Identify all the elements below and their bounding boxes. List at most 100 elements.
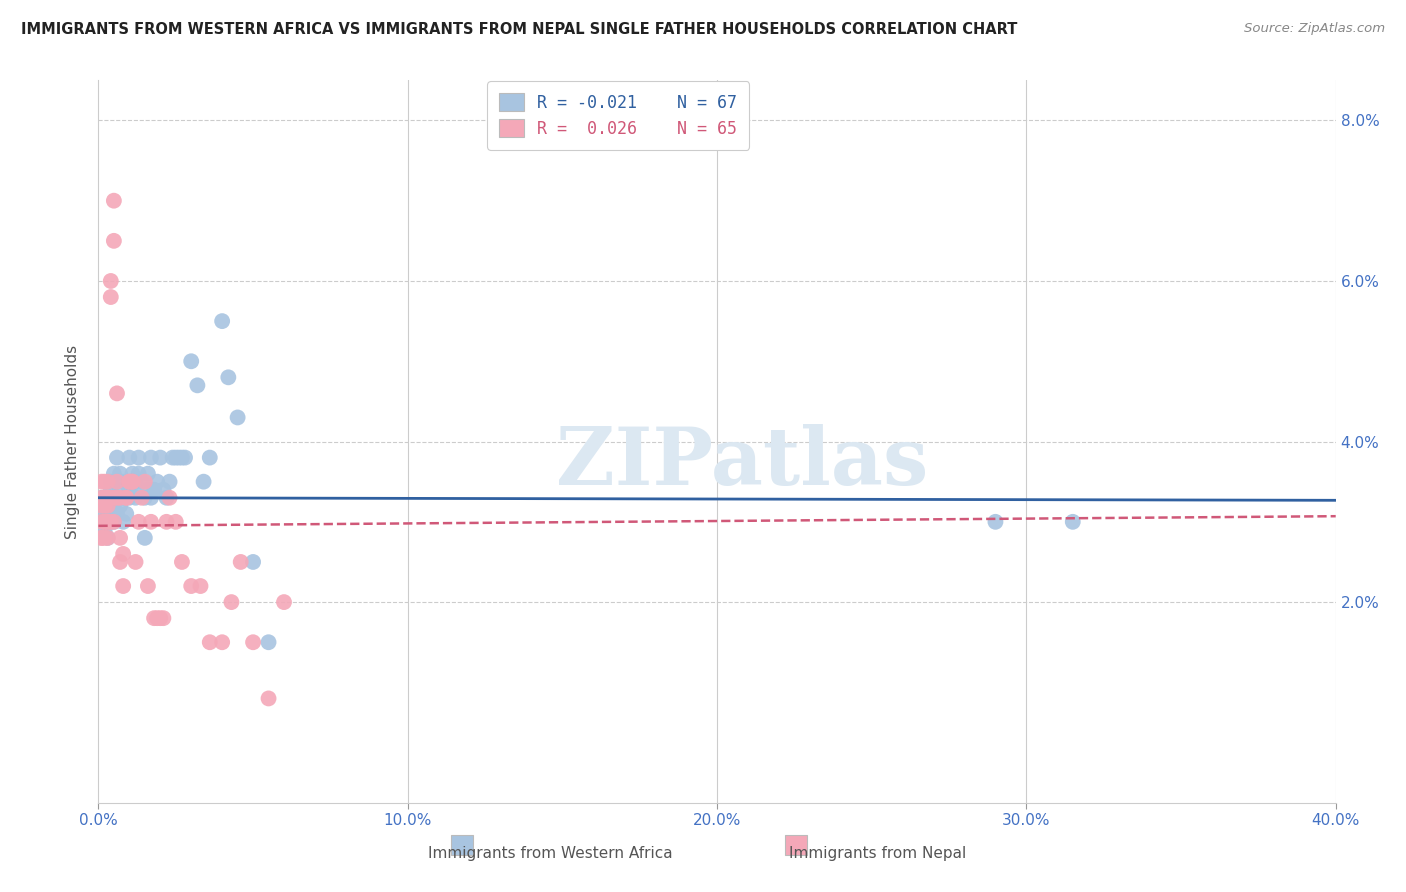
Point <box>97 491 120 505</box>
Point <box>103 491 125 505</box>
Point <box>97 507 120 521</box>
Point <box>100 475 122 489</box>
Point <box>115 491 138 505</box>
Point <box>242 635 264 649</box>
Point <box>97 491 120 505</box>
Point <box>118 450 141 465</box>
Point <box>93 523 115 537</box>
Point <box>124 475 146 489</box>
Y-axis label: Single Father Households: Single Father Households <box>65 344 80 539</box>
Point <box>136 483 159 497</box>
Point <box>90 491 112 505</box>
Point <box>118 483 141 497</box>
Point <box>97 531 120 545</box>
Point <box>134 491 156 505</box>
Point <box>108 499 131 513</box>
Point <box>242 555 264 569</box>
Point <box>108 555 131 569</box>
Point <box>149 450 172 465</box>
Point <box>155 491 177 505</box>
Point <box>100 491 122 505</box>
Point <box>180 579 202 593</box>
Point <box>90 491 112 505</box>
Point <box>93 475 115 489</box>
Point <box>152 611 174 625</box>
Text: Source: ZipAtlas.com: Source: ZipAtlas.com <box>1244 22 1385 36</box>
Point <box>115 491 138 505</box>
Point <box>108 491 131 505</box>
Point <box>139 515 162 529</box>
Point <box>108 531 131 545</box>
Point <box>100 507 122 521</box>
Point <box>149 611 172 625</box>
Point <box>1062 515 1084 529</box>
Point <box>162 450 184 465</box>
Point <box>100 491 122 505</box>
Point <box>103 194 125 208</box>
Point <box>118 475 141 489</box>
Point <box>121 475 143 489</box>
Point <box>103 515 125 529</box>
Point <box>103 515 125 529</box>
Point <box>112 475 135 489</box>
Point <box>146 611 169 625</box>
Point <box>128 467 150 481</box>
Legend: R = -0.021    N = 67, R =  0.026    N = 65: R = -0.021 N = 67, R = 0.026 N = 65 <box>488 81 749 150</box>
Point <box>112 547 135 561</box>
Point <box>131 475 153 489</box>
Point <box>155 515 177 529</box>
Point <box>100 515 122 529</box>
Point <box>90 531 112 545</box>
Point <box>190 579 212 593</box>
Point <box>93 491 115 505</box>
Point <box>170 450 193 465</box>
Point <box>159 491 181 505</box>
Point <box>90 475 112 489</box>
Point <box>186 378 208 392</box>
Point <box>97 515 120 529</box>
Point <box>97 515 120 529</box>
Point <box>108 467 131 481</box>
Point <box>97 531 120 545</box>
Point <box>193 475 215 489</box>
Point <box>121 467 143 481</box>
Point <box>121 475 143 489</box>
Point <box>90 515 112 529</box>
FancyBboxPatch shape <box>785 835 807 855</box>
Point <box>103 467 125 481</box>
Point <box>152 483 174 497</box>
Point <box>112 515 135 529</box>
Point <box>103 491 125 505</box>
Point <box>93 499 115 513</box>
Point <box>165 515 187 529</box>
Point <box>146 475 169 489</box>
Text: IMMIGRANTS FROM WESTERN AFRICA VS IMMIGRANTS FROM NEPAL SINGLE FATHER HOUSEHOLDS: IMMIGRANTS FROM WESTERN AFRICA VS IMMIGR… <box>21 22 1018 37</box>
Point <box>97 515 120 529</box>
Point <box>136 467 159 481</box>
Point <box>115 507 138 521</box>
Point <box>118 491 141 505</box>
Point <box>100 274 122 288</box>
Point <box>105 450 128 465</box>
Point <box>257 691 280 706</box>
Point <box>124 555 146 569</box>
Point <box>124 491 146 505</box>
Point <box>100 483 122 497</box>
Point <box>93 491 115 505</box>
Point <box>217 370 239 384</box>
Point <box>174 450 197 465</box>
Text: Immigrants from Western Africa: Immigrants from Western Africa <box>427 847 672 861</box>
Point <box>139 491 162 505</box>
Point <box>93 531 115 545</box>
Point <box>97 475 120 489</box>
Point <box>105 386 128 401</box>
Point <box>134 531 156 545</box>
Point <box>103 499 125 513</box>
Point <box>90 531 112 545</box>
Point <box>221 595 243 609</box>
Point <box>112 491 135 505</box>
Point <box>112 579 135 593</box>
Point <box>128 515 150 529</box>
Point <box>180 354 202 368</box>
Point <box>93 515 115 529</box>
